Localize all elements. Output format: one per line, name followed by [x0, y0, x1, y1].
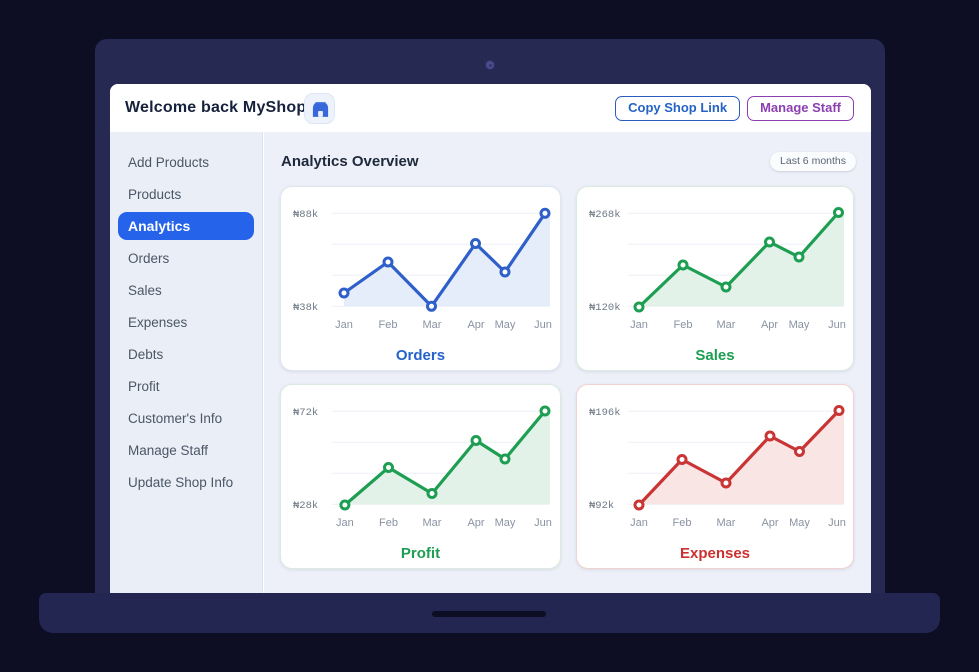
- svg-text:Jun: Jun: [828, 319, 846, 331]
- svg-text:Mar: Mar: [423, 517, 442, 529]
- svg-text:₦268k: ₦268k: [589, 209, 621, 221]
- svg-text:₦38k: ₦38k: [293, 302, 318, 314]
- svg-text:Jan: Jan: [630, 517, 648, 529]
- svg-text:₦72k: ₦72k: [293, 407, 318, 419]
- svg-text:Jan: Jan: [630, 319, 648, 331]
- svg-text:Jun: Jun: [534, 319, 552, 331]
- svg-text:Apr: Apr: [761, 517, 778, 529]
- svg-text:Feb: Feb: [379, 319, 398, 331]
- svg-text:₦92k: ₦92k: [589, 500, 614, 512]
- svg-text:Apr: Apr: [761, 319, 778, 331]
- svg-text:Jan: Jan: [335, 319, 353, 331]
- svg-text:Feb: Feb: [674, 319, 693, 331]
- svg-text:Apr: Apr: [467, 319, 484, 331]
- svg-text:May: May: [495, 517, 516, 529]
- svg-text:₦196k: ₦196k: [589, 407, 621, 419]
- svg-text:Mar: Mar: [717, 319, 736, 331]
- svg-text:May: May: [789, 319, 810, 331]
- svg-text:Feb: Feb: [673, 517, 692, 529]
- svg-text:Jun: Jun: [828, 517, 846, 529]
- svg-text:May: May: [789, 517, 810, 529]
- svg-text:May: May: [495, 319, 516, 331]
- svg-text:Apr: Apr: [467, 517, 484, 529]
- svg-text:₦120k: ₦120k: [589, 302, 621, 314]
- svg-text:₦28k: ₦28k: [293, 500, 318, 512]
- svg-text:Jun: Jun: [534, 517, 552, 529]
- svg-text:Mar: Mar: [717, 517, 736, 529]
- svg-text:₦88k: ₦88k: [293, 209, 318, 221]
- svg-text:Mar: Mar: [423, 319, 442, 331]
- svg-text:Jan: Jan: [336, 517, 354, 529]
- svg-text:Feb: Feb: [379, 517, 398, 529]
